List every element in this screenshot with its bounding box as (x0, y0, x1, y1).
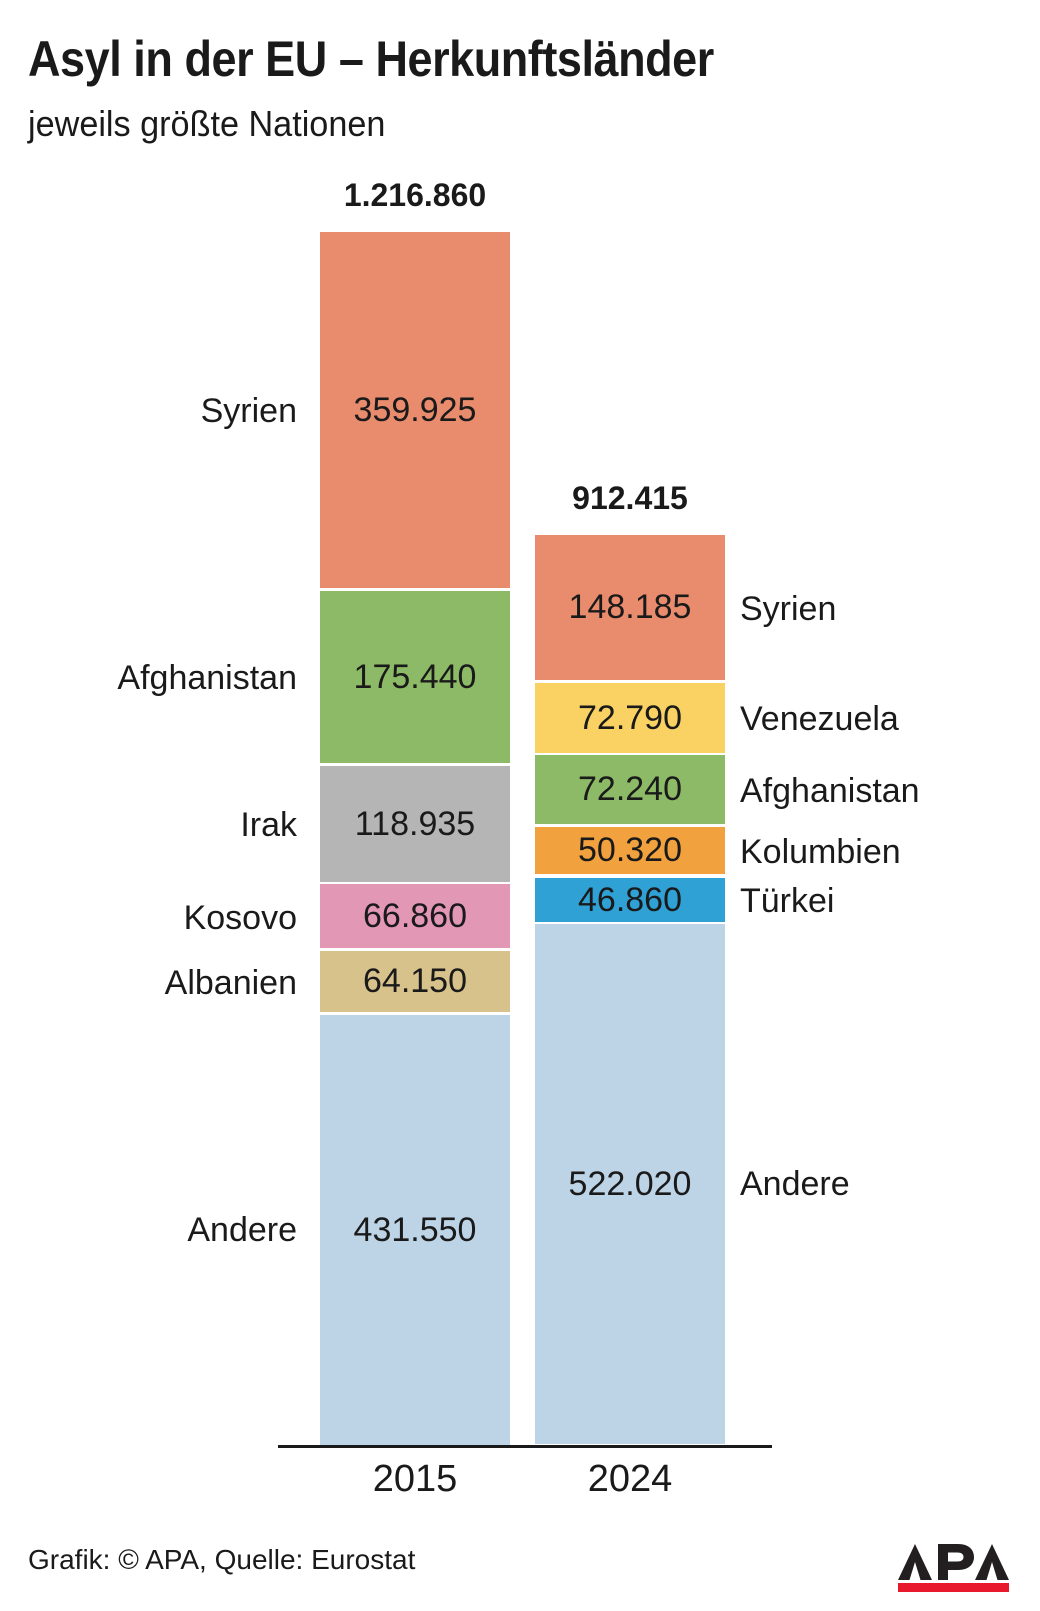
segment-value-2015-afghanistan: 175.440 (353, 657, 477, 696)
segment-value-2015-andere: 431.550 (353, 1210, 477, 1249)
country-label-2015-afghanistan: Afghanistan (117, 659, 297, 697)
country-label-2024-syrien: Syrien (740, 590, 837, 628)
country-label-2024-turkei: Türkei (740, 882, 835, 920)
bar-total-2015: 1.216.860 (343, 177, 487, 213)
x-axis-label-2015: 2015 (372, 1458, 458, 1500)
apa-logo-red-bar (898, 1583, 1009, 1592)
country-label-2015-albanien: Albanien (164, 964, 297, 1002)
apa-logo-letter-p (938, 1544, 974, 1580)
country-label-2015-irak: Irak (240, 806, 297, 844)
country-label-2024-afghanistan: Afghanistan (740, 772, 920, 810)
segment-2024-afghanistan: 72.240 (535, 755, 725, 824)
country-label-2015-syrien: Syrien (200, 392, 297, 430)
segment-value-2015-irak: 118.935 (354, 804, 476, 843)
segment-2024-turkei: 46.860 (535, 878, 725, 922)
segment-2015-afghanistan: 175.440 (320, 591, 510, 763)
segment-value-2024-turkei: 46.860 (578, 880, 682, 919)
country-label-2015-andere: Andere (187, 1211, 297, 1249)
page-title: Asyl in der EU – Herkunftsländer (28, 31, 714, 87)
country-label-2015-kosovo: Kosovo (183, 899, 297, 937)
segment-2015-syrien: 359.925 (320, 232, 510, 588)
segment-2015-albanien: 64.150 (320, 951, 510, 1012)
page-subtitle: jeweils größte Nationen (28, 103, 386, 144)
segment-value-2024-afghanistan: 72.240 (578, 770, 682, 808)
segment-2015-kosovo: 66.860 (320, 884, 510, 948)
apa-logo-letter-a2-notch (986, 1562, 998, 1580)
segment-value-2015-syrien: 359.925 (353, 390, 477, 429)
segment-2024-kolumbien: 50.320 (535, 827, 725, 874)
apa-logo (898, 1544, 1009, 1592)
segment-value-2015-albanien: 64.150 (363, 962, 467, 1000)
segment-value-2024-andere: 522.020 (568, 1164, 692, 1203)
segment-value-2024-syrien: 148.185 (568, 588, 692, 626)
country-label-2024-andere: Andere (740, 1165, 850, 1203)
apa-logo-letter-a1-notch (909, 1562, 921, 1580)
bar-total-2024: 912.415 (572, 480, 688, 516)
segment-2024-andere: 522.020 (535, 924, 725, 1444)
country-label-2024-venezuela: Venezuela (740, 700, 899, 738)
credit-line: Grafik: © APA, Quelle: Eurostat (28, 1544, 416, 1575)
segment-value-2024-kolumbien: 50.320 (578, 831, 682, 869)
segment-value-2024-venezuela: 72.790 (578, 698, 682, 737)
segment-value-2015-kosovo: 66.860 (363, 896, 467, 935)
segment-2015-andere: 431.550 (320, 1015, 510, 1445)
x-axis-label-2024: 2024 (587, 1458, 673, 1500)
segment-2015-irak: 118.935 (320, 766, 510, 882)
apa-logo-letter-p-counter (948, 1552, 964, 1562)
segment-2024-venezuela: 72.790 (535, 683, 725, 753)
x-axis-line (278, 1445, 772, 1448)
country-label-2024-kolumbien: Kolumbien (740, 833, 901, 871)
segment-2024-syrien: 148.185 (535, 535, 725, 680)
